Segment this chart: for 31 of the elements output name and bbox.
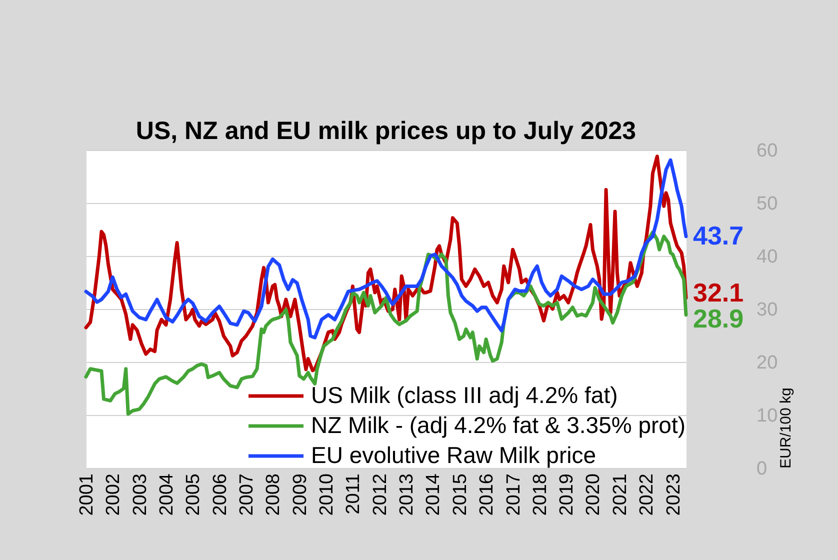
x-tick-label: 2004 bbox=[156, 473, 178, 516]
x-tick-label: 2007 bbox=[236, 474, 258, 516]
x-tick-label: 2005 bbox=[183, 474, 204, 516]
chart-title: US, NZ and EU milk prices up to July 2023 bbox=[136, 117, 636, 145]
legend-label: NZ Milk - (adj 4.2% fat & 3.35% prot) bbox=[311, 412, 686, 438]
x-tick-label: 2019 bbox=[556, 474, 578, 516]
x-tick-label: 2001 bbox=[76, 474, 98, 516]
x-tick-label: 2023 bbox=[663, 474, 684, 516]
legend-label: EU evolutive Raw Milk price bbox=[311, 442, 596, 468]
x-tick-label: 2015 bbox=[450, 474, 471, 516]
legend-label: US Milk (class III adj 4.2% fat) bbox=[311, 382, 618, 408]
x-tick-label: 2012 bbox=[370, 474, 391, 516]
x-tick-label: 2022 bbox=[636, 474, 658, 516]
data-label: 43.7 bbox=[693, 220, 744, 250]
x-tick-label: 2021 bbox=[610, 474, 631, 516]
line-series bbox=[84, 230, 688, 416]
x-tick-label: 2010 bbox=[316, 474, 338, 516]
x-tick-label: 2018 bbox=[530, 474, 551, 516]
x-tick-label: 2003 bbox=[130, 474, 151, 516]
x-tick-label: 2011 bbox=[343, 474, 364, 514]
y-axis-title: EUR/100 kg bbox=[778, 388, 795, 468]
x-tick-label: 2016 bbox=[476, 474, 498, 516]
x-tick-label: 2006 bbox=[210, 474, 231, 516]
x-tick-label: 2017 bbox=[503, 474, 524, 516]
x-tick-label: 2009 bbox=[290, 474, 311, 516]
x-tick-label: 2020 bbox=[583, 474, 604, 516]
x-tick-label: 2013 bbox=[396, 474, 418, 516]
x-tick-label: 2002 bbox=[103, 474, 124, 516]
line-series bbox=[84, 158, 688, 340]
x-tick-label: 2008 bbox=[263, 474, 284, 516]
x-tick-label: 2014 bbox=[423, 473, 444, 516]
